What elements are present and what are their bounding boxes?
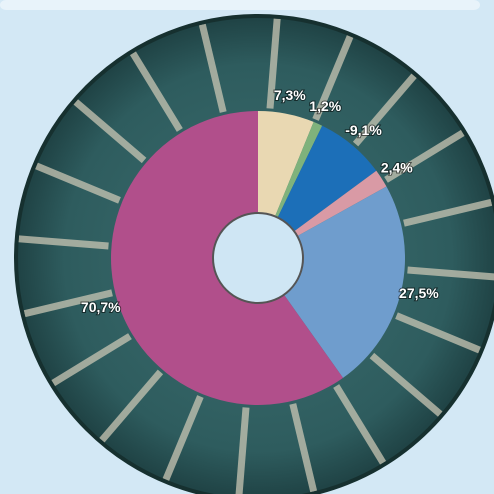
top-bar xyxy=(0,0,480,10)
value-label: 7,3% xyxy=(274,87,306,103)
chart: 7,3%1,2%-9,1% 2,4% 27,5% 70,7% xyxy=(0,0,494,494)
value-label: 27,5% xyxy=(399,285,439,301)
value-label: 2,4% xyxy=(381,159,413,175)
value-label: -9,1% xyxy=(345,122,382,138)
center-hole xyxy=(213,213,303,303)
value-label: 1,2% xyxy=(309,98,341,114)
value-label: 70,7% xyxy=(81,299,121,315)
